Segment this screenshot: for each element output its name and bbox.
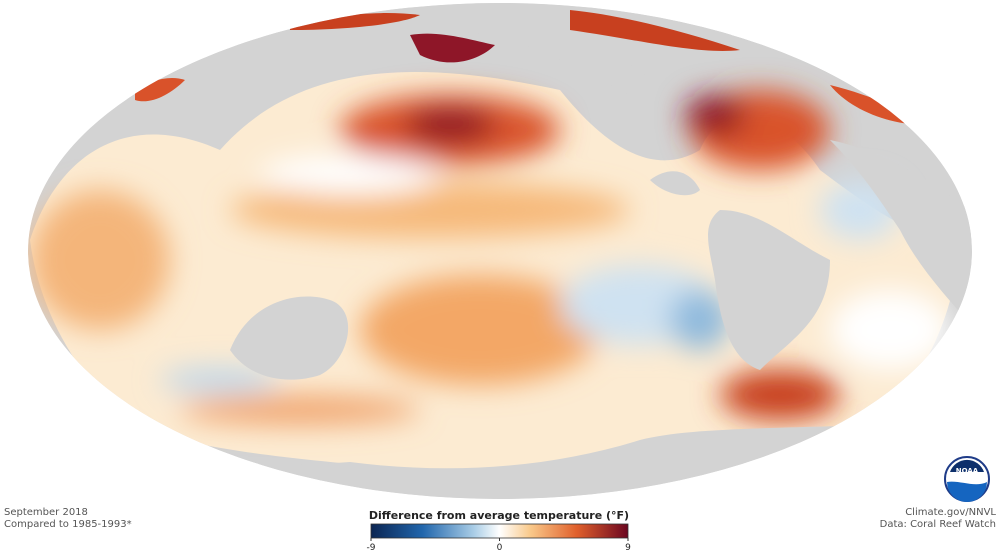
color-legend: Difference from average temperature (°F)… [367, 509, 632, 553]
date-note: September 2018 [4, 507, 88, 518]
source-note: Data: Coral Reef Watch [880, 519, 996, 530]
ocean [30, 72, 960, 470]
legend-title: Difference from average temperature (°F) [369, 509, 629, 522]
logo-text: NOAA [956, 467, 979, 475]
legend-tick-label: -9 [367, 543, 376, 553]
baseline-note: Compared to 1985-1993* [4, 519, 132, 530]
noaa-logo: NOAA [944, 456, 990, 502]
color-bar [370, 523, 629, 539]
credit-note: Climate.gov/NNVL [905, 507, 996, 518]
legend-tick-label: 9 [625, 543, 631, 553]
anomaly-shading [30, 90, 950, 424]
legend-tick-label: 0 [497, 543, 503, 553]
